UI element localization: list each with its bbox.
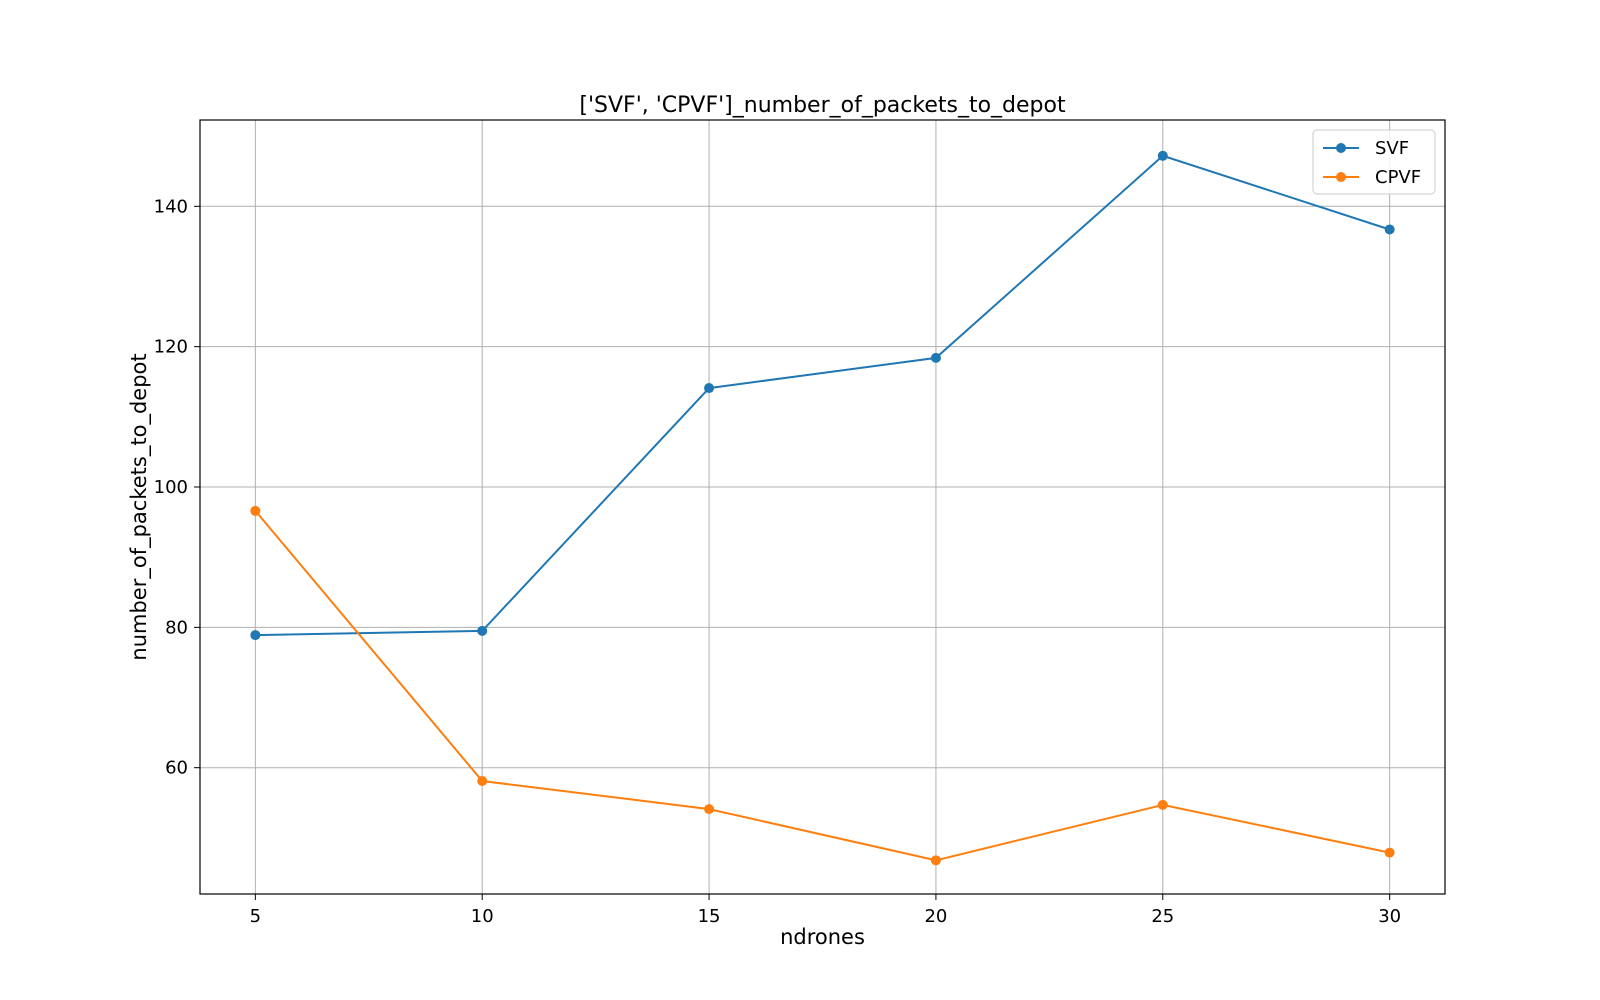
legend-label-svf: SVF — [1375, 138, 1409, 159]
data-point-svf — [930, 352, 941, 363]
data-point-svf — [250, 630, 261, 641]
data-point-cpvf — [477, 776, 488, 787]
x-tick-label: 15 — [698, 906, 721, 927]
x-tick-label: 10 — [471, 906, 494, 927]
x-tick-label: 30 — [1378, 906, 1401, 927]
legend: SVF CPVF — [1312, 129, 1436, 195]
series-layer — [250, 150, 1395, 866]
y-tick-label: 80 — [165, 617, 188, 638]
y-axis-label: number_of_packets_to_depot — [127, 353, 152, 660]
data-point-svf — [477, 625, 488, 636]
grid-lines — [200, 120, 1445, 894]
x-tick-label: 25 — [1151, 906, 1174, 927]
y-tick-label: 120 — [154, 337, 188, 358]
data-point-cpvf — [1384, 847, 1395, 858]
data-point-svf — [1157, 150, 1168, 161]
legend-label-cpvf: CPVF — [1375, 167, 1421, 188]
y-tick-label: 60 — [165, 758, 188, 779]
series-line-cpvf — [254, 510, 1390, 862]
data-point-cpvf — [250, 505, 261, 516]
x-tick-label: 20 — [924, 906, 947, 927]
chart-title: ['SVF', 'CPVF']_number_of_packets_to_dep… — [579, 93, 1066, 118]
legend-marker-cpvf — [1336, 172, 1346, 182]
plot-frame — [199, 119, 1446, 895]
data-point-cpvf — [1157, 799, 1168, 810]
x-axis-label: ndrones — [780, 925, 865, 949]
x-tick-label: 5 — [250, 906, 261, 927]
data-point-svf — [1384, 224, 1395, 235]
y-tick-label: 100 — [154, 477, 188, 498]
legend-marker-svf — [1336, 143, 1346, 153]
tick-layer: 5 10 15 20 25 30 60 80 100 120 140 — [154, 196, 1401, 927]
data-point-cpvf — [704, 804, 715, 815]
data-point-svf — [704, 383, 715, 394]
y-tick-label: 140 — [154, 196, 188, 217]
series-line-svf — [255, 154, 1390, 637]
data-point-cpvf — [930, 855, 941, 866]
